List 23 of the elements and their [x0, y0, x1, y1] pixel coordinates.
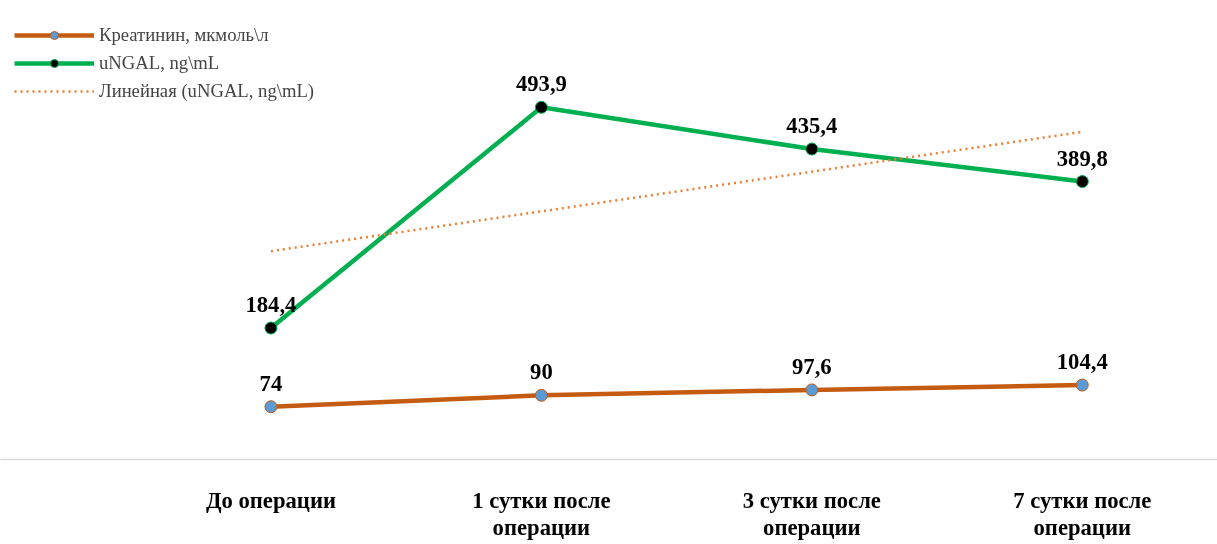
data-label: 493,9	[515, 71, 567, 97]
data-label: 74	[259, 370, 283, 396]
point	[534, 100, 548, 114]
data-label: 97,6	[792, 353, 832, 379]
x-tick-label: 3 сутки после операции	[742, 487, 881, 540]
x-tick-label: До операции	[205, 487, 336, 513]
data-label: 184,4	[245, 292, 297, 318]
point	[805, 142, 819, 156]
point	[264, 400, 278, 414]
data-label: 104,4	[1056, 349, 1108, 375]
x-tick-label: 7 сутки после операции	[1013, 487, 1152, 540]
data-label: 389,8	[1056, 145, 1108, 171]
legend-label: Креатинин, мкмоль\л	[99, 24, 269, 46]
legend-label: uNGAL, ng\mL	[99, 52, 220, 74]
legend-label: Линейная (uNGAL, ng\mL)	[99, 80, 315, 102]
point	[1075, 175, 1089, 189]
point	[534, 388, 548, 402]
data-label: 90	[530, 359, 553, 385]
data-label: 435,4	[786, 113, 838, 139]
point	[1075, 378, 1089, 392]
point	[264, 321, 278, 335]
point	[805, 383, 819, 397]
x-tick-label: 1 сутки после операции	[472, 487, 611, 540]
